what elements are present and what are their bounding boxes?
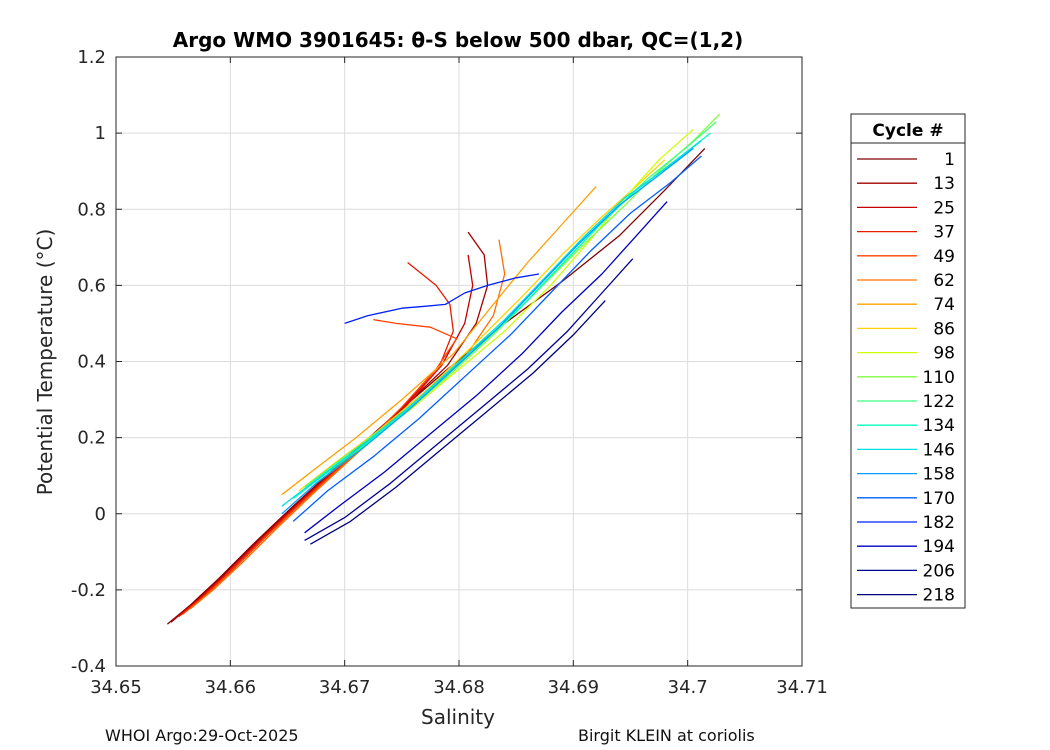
chart-title: Argo WMO 3901645: θ-S below 500 dbar, QC… [173, 28, 743, 52]
legend-label-cycle-37: 37 [933, 223, 955, 243]
legend-label-cycle-146: 146 [923, 440, 955, 460]
x-tick-label: 34.65 [90, 677, 142, 698]
y-tick-label: 0.4 [77, 352, 106, 373]
legend-label-cycle-218: 218 [923, 586, 955, 606]
footer-left-credit: WHOI Argo:29-Oct-2025 [105, 726, 299, 745]
series-line-cycle-194 [304, 201, 668, 534]
legend-label-cycle-13: 13 [933, 174, 955, 194]
x-tick-label: 34.66 [205, 677, 257, 698]
y-tick-label: 0.6 [77, 275, 106, 296]
plot-area: 34.65 34.66 34.67 34.68 34.69 34.7 34.71 -0.4 -0… [71, 47, 828, 698]
series-line-cycle-206 [304, 258, 634, 541]
legend-label-cycle-170: 170 [923, 489, 955, 509]
legend-label-cycle-182: 182 [923, 513, 955, 533]
y-tick-label: 1.2 [77, 47, 106, 68]
x-axis-label: Salinity [421, 705, 495, 729]
y-tick-label: 0.2 [77, 428, 106, 449]
series-line-cycle-158 [281, 147, 694, 515]
legend-label-cycle-49: 49 [933, 247, 955, 267]
legend-label-cycle-74: 74 [933, 295, 955, 315]
legend-label-cycle-62: 62 [933, 271, 955, 291]
legend-label-cycle-122: 122 [923, 392, 955, 412]
x-tick-label: 34.71 [776, 677, 828, 698]
legend-items: 1 13 25 37 49 62 74 86 98 110 122 134 146 158 170 182 19… [857, 150, 955, 606]
series-line-cycle-146 [281, 140, 702, 507]
series-line-cycle-25 [172, 254, 474, 621]
x-tick-label: 34.69 [548, 677, 600, 698]
legend-label-cycle-134: 134 [923, 416, 955, 436]
legend-label-cycle-206: 206 [923, 561, 955, 581]
series-line-cycle-218 [310, 300, 606, 545]
x-tick-label: 34.68 [433, 677, 485, 698]
legend-label-cycle-1: 1 [944, 150, 955, 170]
y-tick-label: 1 [95, 123, 106, 144]
y-axis-label: Potential Temperature (°C) [33, 229, 57, 496]
y-tick-label: -0.4 [71, 656, 106, 677]
legend-label-cycle-194: 194 [923, 537, 955, 557]
axis-ticks: 34.65 34.66 34.67 34.68 34.69 34.7 34.71 -0.4 -0… [71, 47, 828, 698]
legend-label-cycle-98: 98 [933, 344, 955, 364]
y-tick-label: 0 [95, 504, 106, 525]
legend-label-cycle-86: 86 [933, 319, 955, 339]
legend: Cycle # 1 13 25 37 49 62 74 86 98 110 122 134 146 158… [850, 113, 966, 609]
series-line-cycle-170 [292, 155, 702, 522]
y-tick-label: 0.8 [77, 199, 106, 220]
legend-label-cycle-158: 158 [923, 465, 955, 485]
series-lines [166, 113, 721, 625]
series-line-cycle-74 [281, 185, 597, 496]
series-line-cycle-182 [344, 273, 540, 325]
legend-title: Cycle # [872, 121, 943, 141]
x-tick-label: 34.67 [319, 677, 371, 698]
y-tick-label: -0.2 [71, 580, 106, 601]
series-line-cycle-86 [298, 159, 666, 492]
legend-box [850, 113, 966, 609]
x-tick-label: 34.7 [668, 677, 708, 698]
footer-right-credit: Birgit KLEIN at coriolis [578, 726, 755, 745]
legend-label-cycle-110: 110 [923, 368, 955, 388]
legend-label-cycle-25: 25 [933, 198, 955, 218]
